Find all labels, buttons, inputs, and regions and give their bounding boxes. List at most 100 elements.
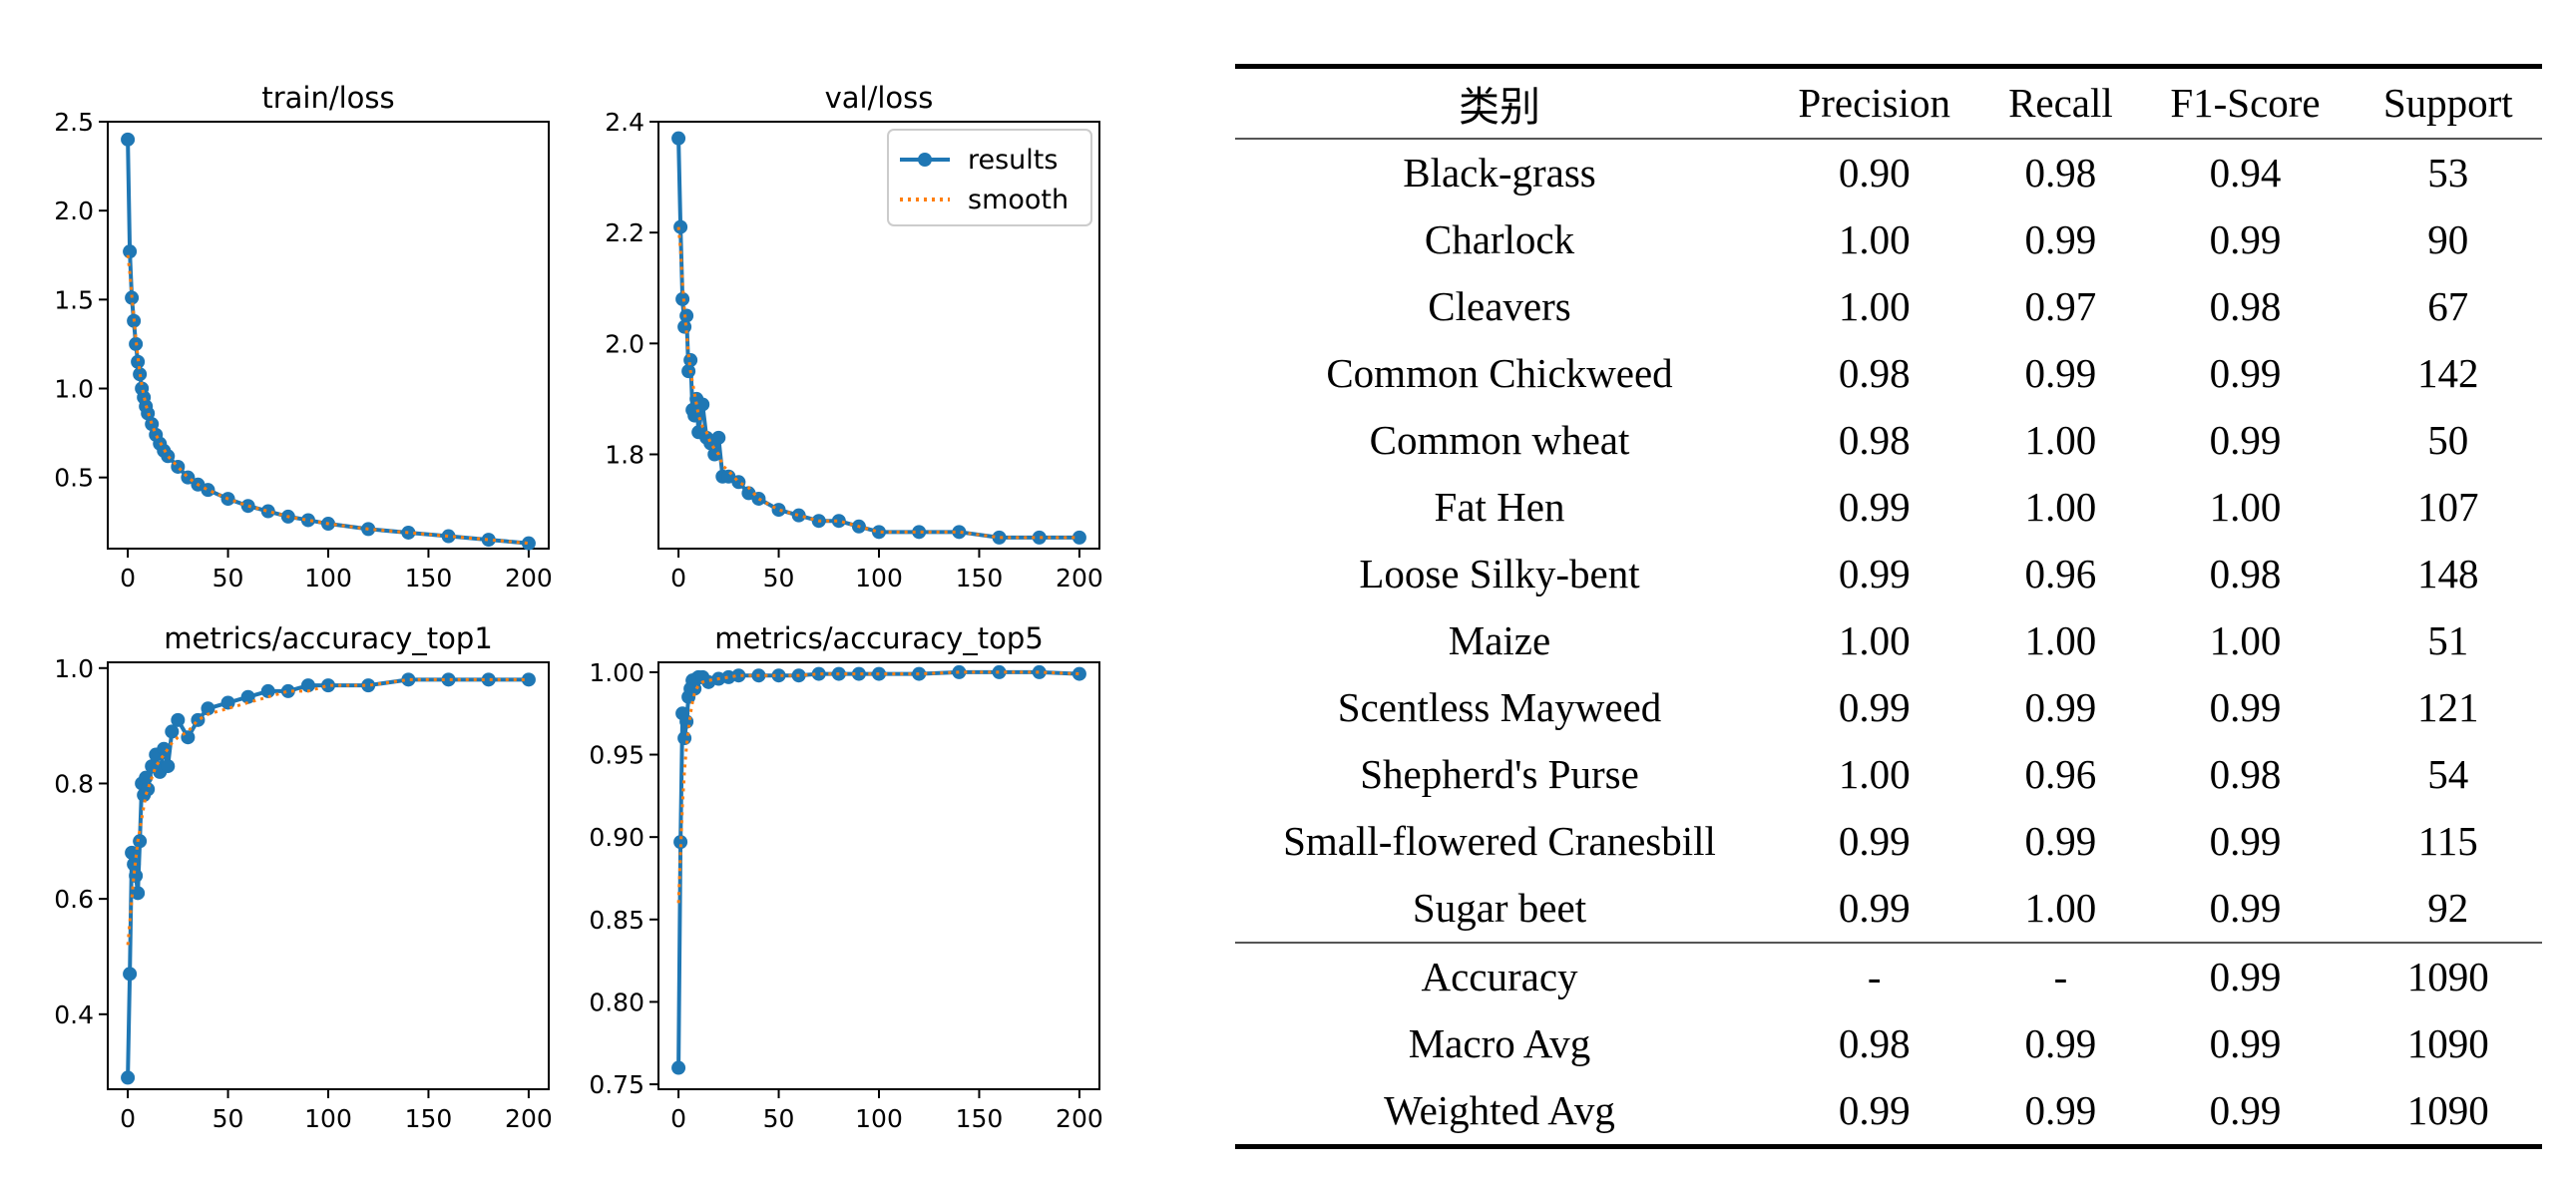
data-point — [771, 503, 786, 518]
table-row: Cleavers 1.00 0.97 0.98 67 — [1235, 273, 2542, 340]
x-tick-label: 200 — [1056, 564, 1103, 593]
cell-class: Common wheat — [1369, 417, 1630, 463]
series-smooth-line — [676, 226, 1079, 540]
cell-support: 67 — [2427, 283, 2469, 329]
data-point — [401, 525, 416, 540]
x-tick-label: 0 — [670, 564, 686, 593]
data-point — [240, 499, 255, 514]
chart-title: train/loss — [261, 81, 394, 115]
data-point — [679, 308, 694, 323]
data-point — [121, 1070, 136, 1085]
cell-recall: 0.97 — [2024, 283, 2097, 329]
data-point — [133, 834, 148, 849]
chart-title: metrics/accuracy_top1 — [164, 621, 493, 655]
cell-class: Shepherd's Purse — [1360, 751, 1639, 797]
data-point — [831, 514, 846, 529]
data-point — [695, 397, 710, 412]
cell-f1-score: 0.99 — [2209, 885, 2282, 931]
x-tick-label: 50 — [763, 1104, 795, 1133]
summary-row: Accuracy - - 0.99 1090 — [1235, 942, 2542, 1010]
data-point — [851, 666, 866, 681]
y-tick-label: 1.0 — [54, 654, 94, 683]
cell-f1-score: 0.99 — [2209, 954, 2282, 999]
data-point — [201, 483, 215, 498]
y-tick-label: 2.0 — [54, 197, 94, 225]
chart-panel: train/loss 0 50 100 150 200 0.5 1.0 1.5 2.0 2.5 — [54, 81, 553, 593]
data-point — [952, 664, 967, 679]
y-tick-label: 1.00 — [589, 658, 644, 687]
data-point — [240, 689, 255, 704]
data-point — [361, 678, 376, 693]
cell-f1-score: 0.94 — [2209, 150, 2282, 196]
data-point — [679, 714, 694, 729]
header-support: Support — [2382, 80, 2513, 127]
y-tick-label: 0.80 — [589, 988, 644, 1016]
cell-f1-score: 0.99 — [2209, 1020, 2282, 1066]
data-point — [731, 668, 746, 683]
cell-support: 54 — [2427, 751, 2469, 797]
data-point — [791, 508, 806, 523]
cell-f1-score: 0.99 — [2209, 350, 2282, 396]
x-tick-label: 0 — [120, 1104, 136, 1133]
header-class: 类别 — [1459, 84, 1540, 131]
cell-support: 1090 — [2406, 954, 2489, 999]
data-point — [811, 666, 826, 681]
cell-support: 148 — [2417, 551, 2479, 596]
y-tick-label: 0.90 — [589, 823, 644, 852]
data-point — [731, 475, 746, 490]
class-rows: Black-grass 0.90 0.98 0.94 53 Charlock 1.00 0.9… — [1235, 139, 2542, 943]
data-point — [992, 530, 1007, 545]
table-row: Sugar beet 0.99 1.00 0.99 92 — [1235, 875, 2542, 943]
cell-recall: 1.00 — [2024, 417, 2097, 463]
plot-frame — [657, 661, 1100, 1090]
data-point — [131, 886, 146, 901]
data-point — [157, 741, 172, 756]
cell-recall: 0.99 — [2024, 350, 2097, 396]
plot-frame — [107, 121, 550, 550]
data-point — [145, 417, 160, 432]
cell-class: Sugar beet — [1412, 885, 1587, 931]
cell-f1-score: 1.00 — [2209, 484, 2282, 530]
cell-recall: 0.99 — [2024, 818, 2097, 864]
data-point — [681, 364, 696, 379]
x-tick-label: 50 — [763, 564, 795, 593]
data-point — [872, 525, 886, 540]
cell-recall: 1.00 — [2024, 885, 2097, 931]
x-tick-label: 200 — [505, 1104, 553, 1133]
cell-f1-score: 1.00 — [2209, 617, 2282, 663]
table-row: Loose Silky-bent 0.99 0.96 0.98 148 — [1235, 541, 2542, 607]
cell-precision: 0.98 — [1838, 1020, 1911, 1066]
legend-smooth-label: smooth — [968, 185, 1069, 215]
data-point — [683, 353, 698, 368]
cell-recall: 0.99 — [2024, 1087, 2097, 1133]
cell-precision: - — [1867, 954, 1882, 999]
table-header: 类别 Precision Recall F1-Score Support — [1235, 66, 2542, 139]
cell-precision: 0.99 — [1838, 484, 1911, 530]
data-point — [300, 678, 315, 693]
legend-box — [887, 129, 1092, 226]
data-point — [139, 770, 154, 785]
cell-class: Charlock — [1424, 216, 1575, 262]
data-point — [673, 219, 688, 234]
table-row: Fat Hen 0.99 1.00 1.00 107 — [1235, 474, 2542, 541]
data-point — [1032, 664, 1047, 679]
data-point — [992, 664, 1007, 679]
cell-class: Macro Avg — [1408, 1020, 1591, 1066]
data-point — [912, 525, 927, 540]
data-point — [481, 533, 496, 548]
y-tick-label: 1.8 — [605, 441, 644, 470]
data-point — [481, 672, 496, 687]
chart-title: metrics/accuracy_top5 — [714, 621, 1044, 655]
cell-f1-score: 0.98 — [2209, 283, 2282, 329]
cell-recall: 0.99 — [2024, 684, 2097, 730]
cell-recall: 0.99 — [2024, 1020, 2097, 1066]
table-row: Shepherd's Purse 1.00 0.96 0.98 54 — [1235, 741, 2542, 808]
cell-precision: 0.99 — [1838, 818, 1911, 864]
cell-class: Accuracy — [1421, 954, 1578, 999]
series-smooth-line — [126, 254, 530, 546]
x-tick-label: 100 — [304, 1104, 352, 1133]
x-tick-label: 0 — [120, 564, 136, 593]
data-point — [771, 668, 786, 683]
cell-support: 1090 — [2406, 1020, 2489, 1066]
x-tick-label: 200 — [1056, 1104, 1103, 1133]
